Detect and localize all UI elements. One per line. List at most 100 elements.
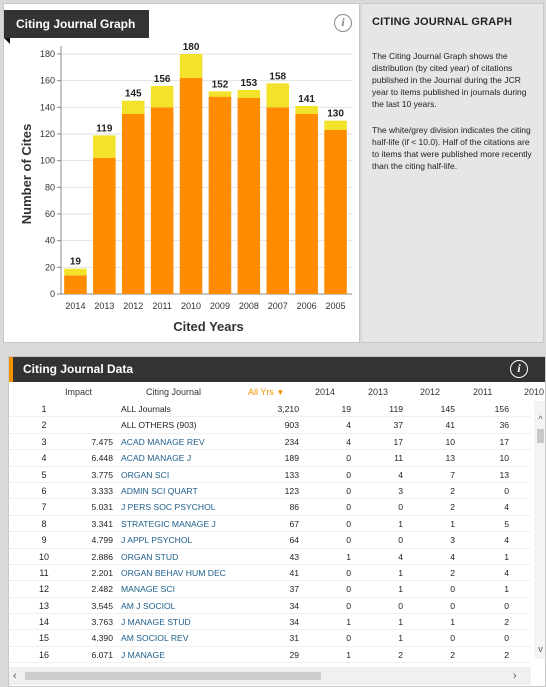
info-icon[interactable]: i — [334, 14, 352, 32]
citing-journal-chart: 0 20 40 60 80 100 120 140 160 180 19 2014 119 2013 145… — [19, 42, 352, 334]
column-header-2010[interactable]: 2010 — [524, 387, 545, 397]
scroll-right-icon[interactable]: › — [513, 670, 517, 682]
table-row: 5 3.775 ORGAN SCI 133 0 4 7 13 — [9, 467, 531, 483]
impact-value: 3.775 — [91, 469, 113, 480]
row-index: 14 — [38, 617, 49, 628]
year-2013-value: 4 — [398, 469, 403, 480]
journal-name[interactable]: J PERS SOC PSYCHOL — [121, 502, 216, 513]
journal-name[interactable]: AM SOCIOL REV — [121, 633, 189, 644]
year-2013-value: 37 — [393, 420, 403, 431]
impact-value: 5.031 — [91, 502, 113, 513]
column-header-impact[interactable]: Impact — [65, 387, 93, 397]
row-index: 11 — [39, 567, 49, 578]
table-row: 10 2.886 ORGAN STUD 43 1 4 4 1 — [9, 549, 531, 565]
bar-older-segment — [121, 114, 145, 294]
all-years-value: 64 — [289, 535, 299, 546]
year-2014-value: 4 — [346, 436, 351, 447]
year-2013-value: 1 — [398, 633, 403, 644]
bar-recent-segment — [324, 120, 347, 130]
year-2013-value: 0 — [398, 535, 403, 546]
all-years-value: 41 — [289, 567, 299, 578]
year-2013-value: 1 — [398, 518, 403, 529]
impact-value: 2.886 — [91, 551, 113, 562]
journal-name[interactable]: J MANAGE STUD — [121, 617, 191, 628]
year-2014-value: 0 — [346, 633, 351, 644]
impact-value: 3.333 — [91, 485, 113, 496]
table-row: 1 ALL Journals 3,210 19 119 145 156 — [9, 401, 531, 418]
column-header-2014[interactable]: 2014 — [315, 387, 336, 397]
journal-name[interactable]: J APPL PSYCHOL — [121, 535, 193, 546]
table-row: 16 6.071 J MANAGE 29 1 2 2 2 — [9, 647, 531, 664]
journal-name[interactable]: ADMIN SCI QUART — [121, 485, 198, 496]
journal-name[interactable]: MANAGE SCI — [121, 584, 175, 595]
year-2012-value: 145 — [440, 404, 455, 414]
bar-total-label: 145 — [125, 89, 142, 100]
journal-name[interactable]: ORGAN BEHAV HUM DEC — [121, 567, 226, 578]
journal-name[interactable]: J MANAGE — [121, 649, 165, 660]
journal-name[interactable]: ORGAN SCI — [121, 469, 170, 480]
row-index: 9 — [41, 535, 47, 546]
citing-journal-graph-panel: 0 20 40 60 80 100 120 140 160 180 19 2014 119 2013 145… — [3, 3, 360, 343]
x-tick-label: 2013 — [94, 301, 114, 311]
y-tick-label: 180 — [40, 49, 55, 59]
all-years-value: 234 — [284, 436, 299, 447]
table-row: 14 3.763 J MANAGE STUD 34 1 1 1 2 — [9, 614, 531, 631]
column-header-2011[interactable]: 2011 — [473, 387, 493, 397]
table-row: 2 ALL OTHERS (903) 903 4 37 41 36 — [9, 417, 531, 434]
column-header-2013[interactable]: 2013 — [368, 387, 389, 397]
journal-name[interactable]: ACAD MANAGE J — [121, 453, 192, 464]
all-years-value: 29 — [289, 649, 299, 660]
table-row: 8 3.341 STRATEGIC MANAGE J 67 0 1 1 5 — [9, 516, 531, 533]
year-2012-value: 1 — [450, 518, 455, 529]
column-header-all-years[interactable]: All Yrs ▼ — [248, 387, 284, 397]
x-tick-label: 2014 — [65, 301, 85, 311]
journal-name[interactable]: ORGAN STUD — [121, 551, 179, 562]
scroll-up-icon[interactable]: ^ — [538, 414, 543, 424]
horizontal-scroll-thumb[interactable] — [25, 672, 321, 680]
bar-recent-segment — [295, 106, 318, 114]
journal-name: ALL Journals — [121, 404, 171, 414]
year-2013-value: 4 — [398, 551, 403, 562]
year-2014-value: 0 — [346, 567, 351, 578]
y-tick-label: 40 — [45, 236, 55, 246]
year-2012-value: 1 — [450, 617, 455, 628]
column-header-citing-journal[interactable]: Citing Journal — [146, 387, 202, 397]
year-2013-value: 2 — [398, 649, 403, 660]
journal-name[interactable]: STRATEGIC MANAGE J — [121, 518, 216, 529]
y-axis-title: Number of Cites — [19, 124, 34, 224]
bar-total-label: 153 — [241, 78, 258, 89]
all-years-value: 86 — [289, 502, 299, 513]
column-header-2012[interactable]: 2012 — [420, 387, 441, 397]
year-2014-value: 4 — [346, 420, 351, 431]
info-icon[interactable]: i — [510, 360, 528, 378]
all-years-value: 189 — [284, 453, 299, 464]
x-tick-label: 2006 — [297, 301, 317, 311]
bar-recent-segment — [266, 83, 290, 108]
bar-older-segment — [208, 96, 232, 295]
vertical-scroll-thumb[interactable] — [537, 429, 544, 443]
scroll-down-icon[interactable]: v — [538, 644, 543, 654]
vertical-scrollbar[interactable]: ^ v — [534, 401, 545, 659]
bar-recent-segment — [64, 268, 87, 276]
scroll-left-icon[interactable]: ‹ — [13, 670, 17, 682]
x-tick-label: 2008 — [239, 301, 259, 311]
year-2011-value: 0 — [504, 485, 509, 496]
year-2014-value: 0 — [346, 453, 351, 464]
description-paragraph-2: The white/grey division indicates the ci… — [372, 125, 532, 171]
all-years-value: 43 — [289, 551, 299, 562]
data-panel-header: Citing Journal Data i — [9, 357, 545, 382]
year-2014-value: 0 — [346, 600, 351, 611]
x-tick-label: 2012 — [123, 301, 143, 311]
journal-name[interactable]: ACAD MANAGE REV — [121, 436, 205, 447]
year-2012-value: 10 — [445, 436, 455, 447]
year-2011-value: 4 — [504, 535, 509, 546]
bar-total-label: 141 — [298, 94, 315, 105]
journal-name[interactable]: AM J SOCIOL — [121, 600, 176, 611]
year-2011-value: 1 — [504, 551, 509, 562]
y-tick-label: 140 — [40, 102, 55, 112]
year-2011-value: 1 — [504, 584, 509, 595]
horizontal-scrollbar[interactable]: ‹ › — [9, 667, 531, 685]
bar-older-segment — [237, 98, 261, 294]
row-index: 4 — [41, 453, 47, 464]
